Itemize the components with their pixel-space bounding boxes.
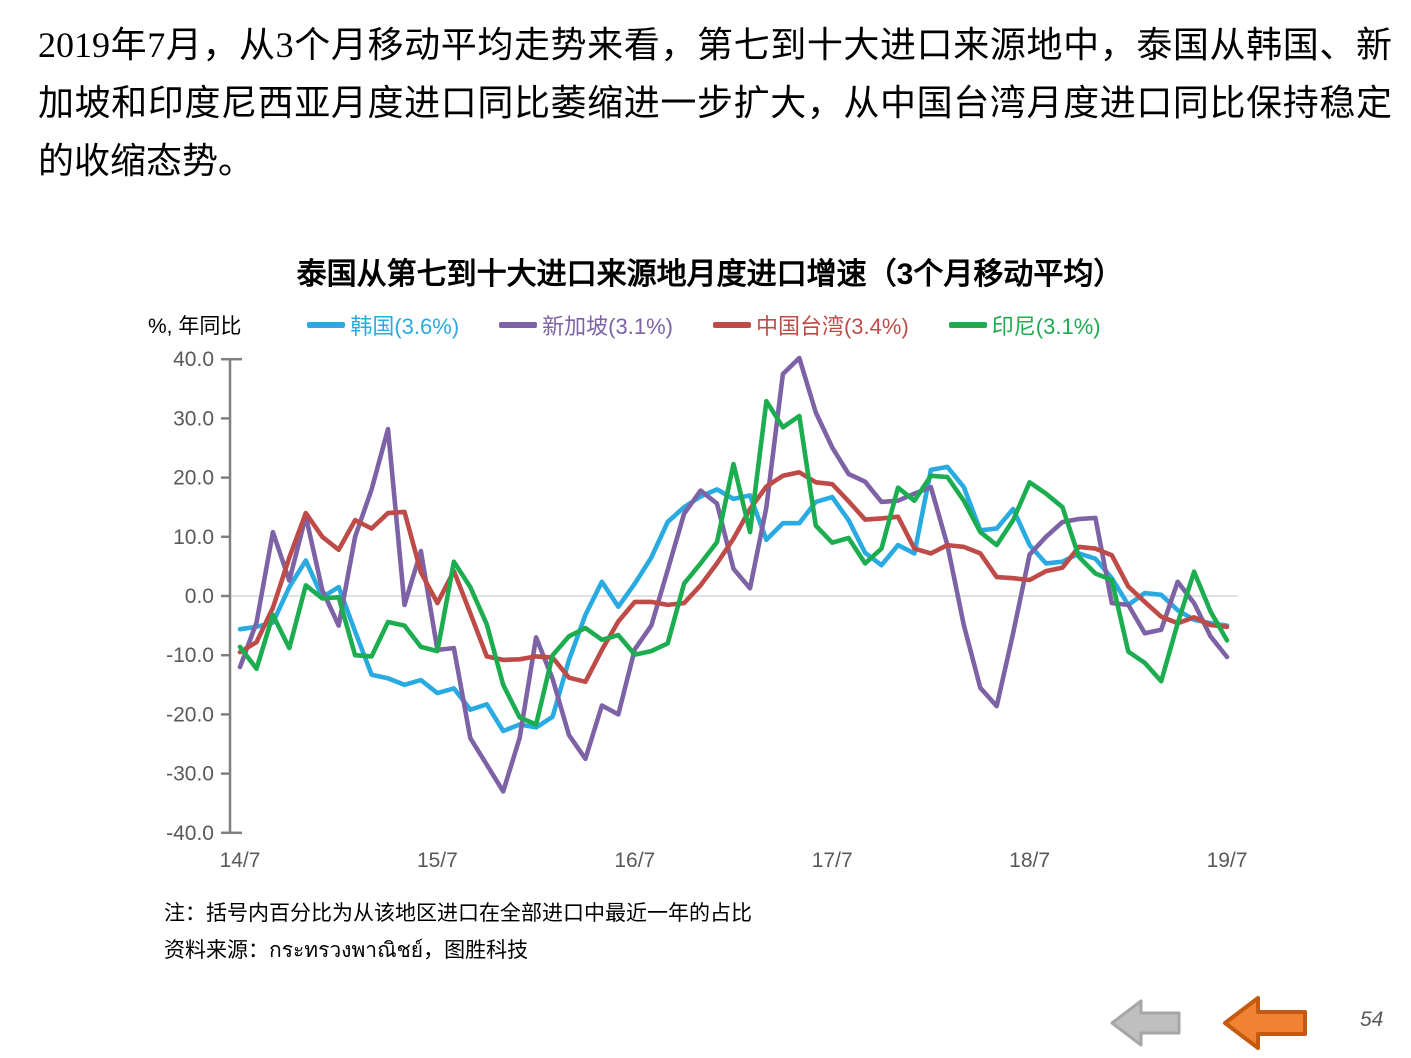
y-tick-label: 0.0 — [185, 585, 214, 608]
chart-legend: %, 年同比 韩国(3.6%) 新加坡(3.1%) 中国台湾(3.4%) 印尼(3.1… — [148, 309, 1328, 341]
legend-label-korea: 韩国(3.6%) — [350, 314, 460, 339]
x-tick-label: 16/7 — [614, 849, 655, 872]
y-tick-label: -10.0 — [166, 644, 214, 667]
x-tick-label: 14/7 — [220, 849, 261, 872]
y-tick-label: 10.0 — [173, 526, 214, 549]
legend-item-korea: 韩国(3.6%) — [307, 309, 459, 341]
left-arrow-icon[interactable] — [1110, 999, 1181, 1047]
y-tick-label: 30.0 — [173, 407, 214, 430]
legend-item-indonesia: 印尼(3.1%) — [948, 309, 1101, 341]
line-chart-plot: 40.0 30.0 20.0 10.0 0.0 -10.0 -20.0 -30.0 -40.0 1… — [166, 348, 1248, 872]
y-tick-label: 40.0 — [173, 348, 214, 371]
legend-label-indonesia: 印尼(3.1%) — [991, 314, 1101, 339]
series-line-korea — [237, 464, 1230, 734]
chart-source-note: 资料来源：กระทรวงพาณิชย์，图胜科技 — [164, 939, 529, 962]
chart-title: 泰国从第七到十大进口来源地月度进口增速（3个月移动平均） — [296, 258, 1124, 291]
series-line-singapore — [237, 355, 1230, 794]
legend-label-singapore: 新加坡(3.1%) — [542, 314, 673, 339]
slide-page-number: 54 — [1360, 1008, 1384, 1031]
x-tick-label: 19/7 — [1207, 849, 1248, 872]
legend-items: 韩国(3.6%) 新加坡(3.1%) 中国台湾(3.4%) 印尼(3.1%) — [307, 309, 1140, 341]
x-tick-label: 18/7 — [1009, 849, 1050, 872]
legend-item-singapore: 新加坡(3.1%) — [499, 309, 673, 341]
left-arrow-icon[interactable] — [1223, 996, 1307, 1050]
y-axis-unit-label: %, 年同比 — [148, 315, 242, 338]
legend-swatch-taiwan-china — [712, 322, 751, 328]
slide-intro-text: 2019年7月，从3个月移动平均走势来看，第七到十大进口来源地中，泰国从韩国、新… — [38, 25, 1392, 181]
legend-label-taiwan-china: 中国台湾(3.4%) — [755, 314, 909, 339]
nav-back-arrow-gray[interactable] — [1110, 998, 1182, 1050]
y-tick-label: -30.0 — [166, 763, 214, 786]
x-tick-label: 15/7 — [417, 849, 458, 872]
nav-back-arrow-orange[interactable] — [1222, 994, 1308, 1054]
series-line-taiwan-china — [237, 470, 1230, 685]
y-tick-label: -40.0 — [166, 822, 214, 845]
y-tick-label: 20.0 — [173, 467, 214, 490]
series-line-indonesia — [237, 398, 1230, 727]
legend-swatch-singapore — [499, 322, 538, 328]
legend-swatch-korea — [307, 322, 346, 328]
chart-note: 注：括号内百分比为从该地区进口在全部进口中最近一年的占比 — [164, 902, 752, 925]
legend-item-taiwan-china: 中国台湾(3.4%) — [712, 309, 909, 341]
y-tick-label: -20.0 — [166, 703, 214, 726]
x-tick-label: 17/7 — [812, 849, 853, 872]
legend-swatch-indonesia — [948, 322, 987, 328]
